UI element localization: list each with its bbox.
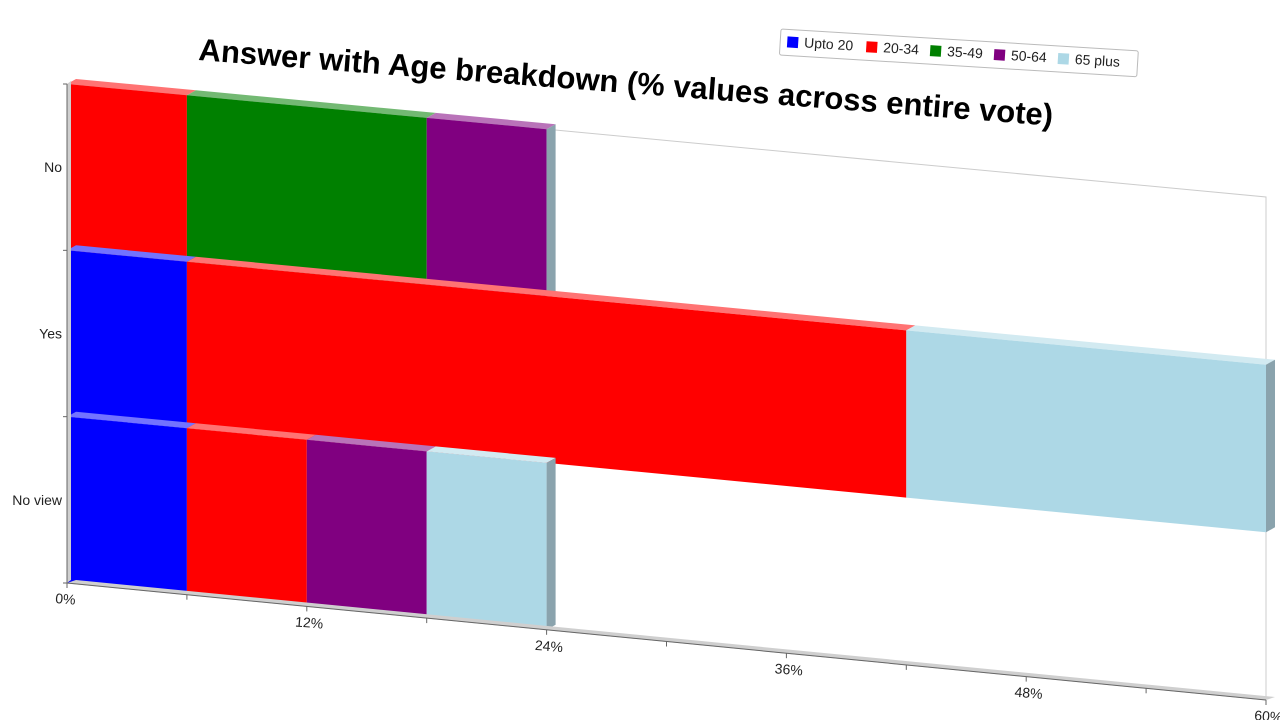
legend-label: 50-64 [1011,47,1048,65]
legend-swatch [993,49,1006,61]
bar-no-view-50-64 [306,439,427,619]
y-category-label: Yes [39,326,62,342]
bar-no-view-20-34 [186,428,307,607]
bar-top-no-view-50-64 [306,434,436,452]
bar-top-no-20-34 [67,79,196,96]
y-category-label: No [44,159,62,175]
bar-side-no-view [546,457,556,630]
bar-top-no-50-64 [426,112,556,130]
y-category-label: No view [12,492,63,508]
bar-top-yes-65-plus [906,325,1275,365]
bar-side-no [546,124,556,297]
y-axis-wall [67,81,71,583]
legend-swatch [1057,52,1070,65]
bar-yes-65-plus [906,330,1266,533]
legend-label: 35-49 [947,43,984,61]
x-tick-label: 0% [55,590,76,608]
bar-top-no-view-65-plus [426,446,556,463]
bar-top-yes-20-34 [186,256,916,331]
axes-group: 0% 12% 24% 36% 48% 60% No Yes No view [12,81,1280,720]
x-axis-floor [67,580,1275,700]
legend-label: 65 plus [1074,51,1120,70]
legend-swatch [786,36,799,49]
legend-label: 20-34 [883,39,920,57]
bar-side-yes [1266,359,1275,533]
bar-no-50-64 [426,117,547,297]
bar-top-no-view-20-34 [186,423,316,440]
bar-no-20-34 [67,84,187,262]
x-tick-label: 12% [295,613,324,631]
legend-box [779,28,1139,78]
bars-group [67,79,1275,630]
legend: Upto 20 20-34 35-49 50-64 65 plus [779,28,1139,78]
bar-top-yes-upto-20 [67,245,196,262]
x-tick-label: 36% [774,660,803,678]
x-tick-label: 48% [1014,684,1043,702]
x-tick-label: 24% [534,637,563,655]
bar-no-view-upto-20 [67,416,187,595]
x-tick-label: 60% [1254,707,1280,720]
bar-no-view-65-plus [426,451,547,630]
legend-label: Upto 20 [804,34,854,53]
legend-swatch [929,45,942,57]
legend-swatch [865,41,878,53]
bar-top-no-35-49 [186,90,436,118]
bar-top-no-view-upto-20 [67,411,196,429]
bar-no-35-49 [186,95,427,285]
bar-yes-20-34 [186,261,907,498]
bar-yes-upto-20 [67,250,187,429]
